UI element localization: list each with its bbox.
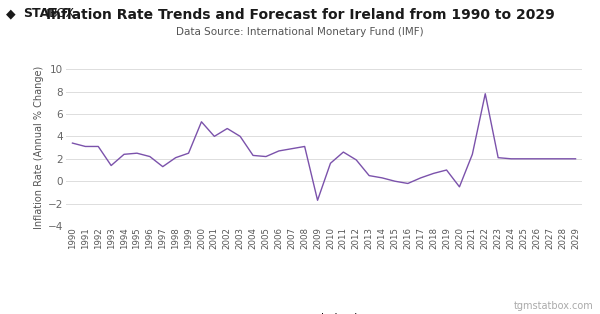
Text: tgmstatbox.com: tgmstatbox.com [514, 301, 594, 311]
Legend: Ireland: Ireland [287, 309, 361, 314]
Text: STAT: STAT [23, 7, 56, 20]
Text: Inflation Rate Trends and Forecast for Ireland from 1990 to 2029: Inflation Rate Trends and Forecast for I… [46, 8, 554, 22]
Text: ◆: ◆ [6, 7, 16, 20]
Text: Data Source: International Monetary Fund (IMF): Data Source: International Monetary Fund… [176, 27, 424, 37]
Y-axis label: Inflation Rate (Annual % Change): Inflation Rate (Annual % Change) [34, 66, 44, 229]
Text: BOX: BOX [49, 7, 76, 20]
